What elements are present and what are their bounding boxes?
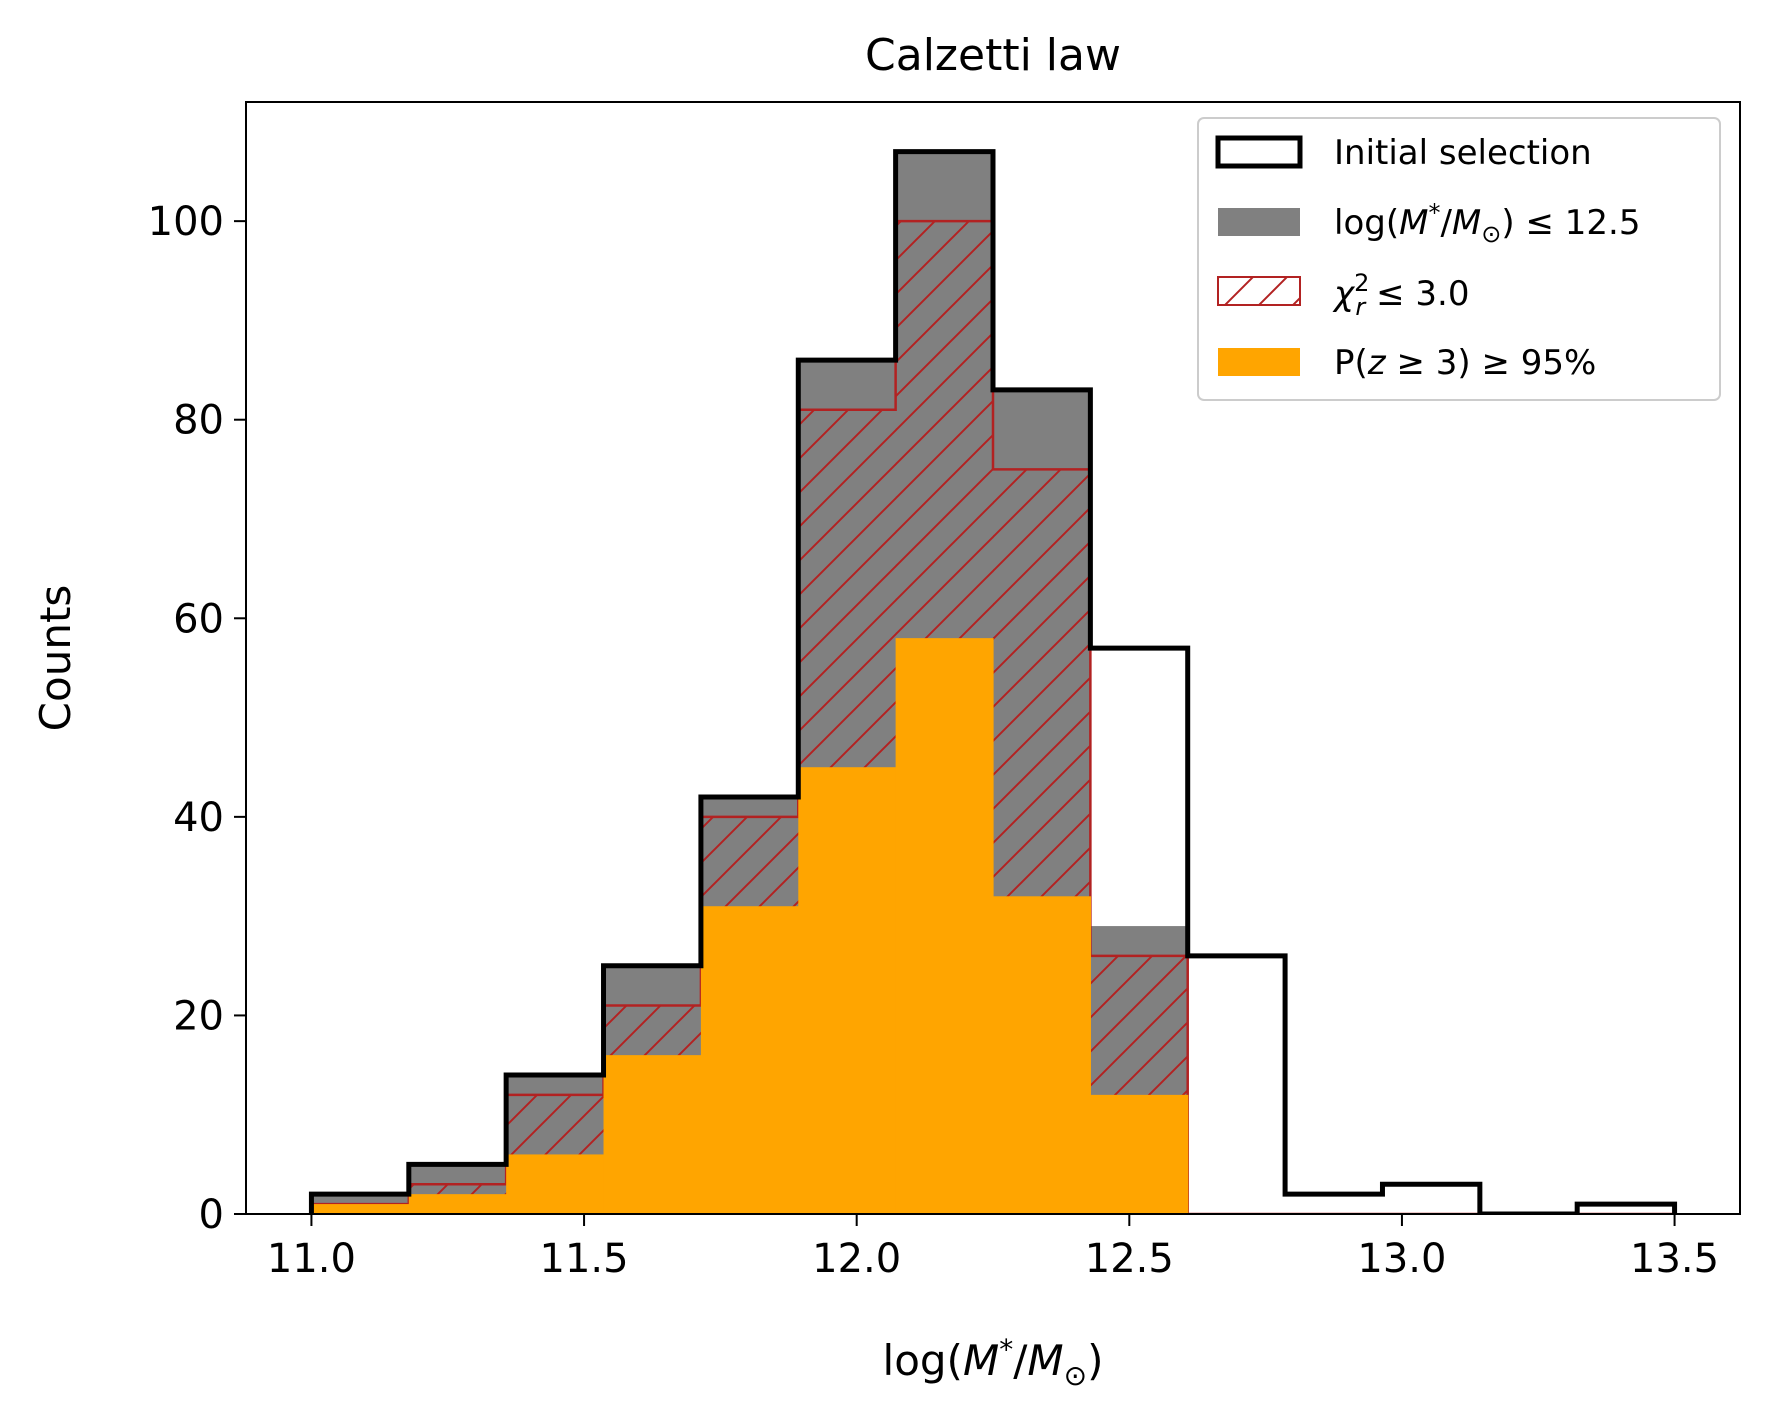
- photz-bar: [311, 1204, 410, 1214]
- legend-text-chi2: χ2 r ≤ 3.0: [1332, 269, 1469, 321]
- photz-bar: [993, 896, 1091, 1214]
- legend-swatch-initial: [1215, 135, 1303, 169]
- photz-bar: [506, 1154, 605, 1214]
- x-tick-label: 13.0: [1357, 1236, 1446, 1282]
- x-tick-label: 12.5: [1085, 1236, 1174, 1282]
- y-tick-label: 40: [173, 795, 224, 841]
- legend-text-photz: P(z ≥ 3) ≥ 95%: [1334, 343, 1596, 383]
- photz-bar: [798, 767, 897, 1214]
- y-tick-label: 60: [173, 596, 224, 642]
- photz-bar: [700, 906, 799, 1214]
- photz-bar: [1090, 1094, 1189, 1214]
- initial-selection-outline: [308, 149, 1678, 1214]
- legend: Initial selection log(M*/M⊙) ≤ 12.5 χ2 r …: [1197, 117, 1721, 401]
- x-tick-label: 13.5: [1630, 1236, 1719, 1282]
- y-tick-label: 0: [199, 1192, 224, 1238]
- legend-frame: [1197, 117, 1721, 401]
- x-tick-label: 11.0: [267, 1236, 356, 1282]
- photz-bar: [895, 638, 994, 1214]
- y-axis-label: Counts: [31, 585, 80, 732]
- chart-title: Calzetti law: [865, 30, 1121, 81]
- y-tick-label: 20: [173, 993, 224, 1039]
- y-tick-label: 80: [173, 398, 224, 444]
- legend-text-initial: Initial selection: [1334, 133, 1592, 173]
- legend-swatch-chi2: [1217, 276, 1301, 306]
- x-tick-label: 11.5: [540, 1236, 629, 1282]
- x-axis-label: log(M*/M⊙): [883, 1333, 1104, 1392]
- chi2-outline: [310, 219, 1675, 1214]
- legend-swatch-photz: [1218, 348, 1300, 376]
- legend-swatch-mass-cut: [1218, 208, 1300, 236]
- photz-bar: [408, 1194, 507, 1214]
- photz-bar: [603, 1055, 702, 1214]
- x-tick-label: 12.0: [812, 1236, 901, 1282]
- plot-frame: [245, 101, 1741, 1215]
- y-tick-label: 100: [148, 199, 224, 245]
- legend-text-mass-cut: log(M*/M⊙) ≤ 12.5: [1334, 199, 1640, 248]
